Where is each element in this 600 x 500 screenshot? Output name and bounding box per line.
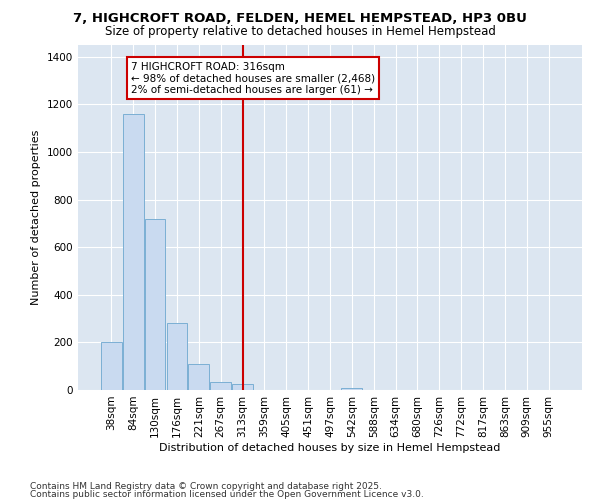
Text: Size of property relative to detached houses in Hemel Hempstead: Size of property relative to detached ho… [104, 25, 496, 38]
Bar [210, 382, 231, 390]
Y-axis label: Number of detached properties: Number of detached properties [31, 130, 41, 305]
Bar [145, 218, 166, 390]
Bar [188, 364, 209, 390]
Bar [232, 384, 253, 390]
Text: Contains public sector information licensed under the Open Government Licence v3: Contains public sector information licen… [30, 490, 424, 499]
Text: 7 HIGHCROFT ROAD: 316sqm
← 98% of detached houses are smaller (2,468)
2% of semi: 7 HIGHCROFT ROAD: 316sqm ← 98% of detach… [131, 62, 375, 95]
Bar [101, 342, 122, 390]
Text: Contains HM Land Registry data © Crown copyright and database right 2025.: Contains HM Land Registry data © Crown c… [30, 482, 382, 491]
Text: 7, HIGHCROFT ROAD, FELDEN, HEMEL HEMPSTEAD, HP3 0BU: 7, HIGHCROFT ROAD, FELDEN, HEMEL HEMPSTE… [73, 12, 527, 26]
Bar [167, 324, 187, 390]
Bar [123, 114, 143, 390]
X-axis label: Distribution of detached houses by size in Hemel Hempstead: Distribution of detached houses by size … [160, 442, 500, 452]
Bar [341, 388, 362, 390]
